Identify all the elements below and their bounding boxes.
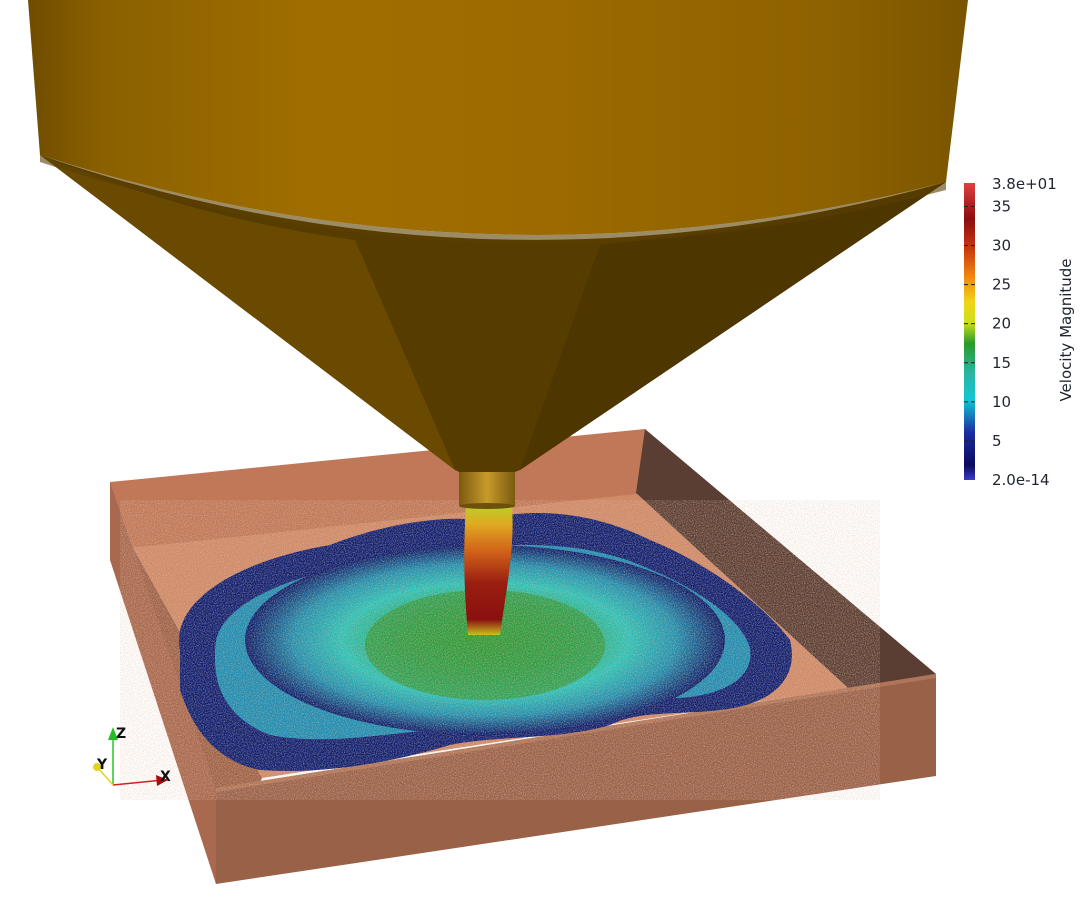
colorbar-tick-label: 25 [992, 276, 1011, 294]
hopper-cone-right-face [520, 182, 946, 470]
hopper [28, 0, 968, 509]
hopper-cone-left-face [40, 155, 455, 470]
colorbar-min-label: 2.0e-14 [992, 471, 1050, 489]
hopper-nozzle-rim [459, 503, 515, 509]
orientation-axes: X Y Z [93, 726, 171, 786]
y-axis-label: Y [96, 757, 108, 773]
colorbar-tick-label: 20 [992, 315, 1011, 333]
y-axis-line [97, 767, 114, 786]
colorbar-tick-label: 15 [992, 354, 1011, 372]
colorbar-title: Velocity Magnitude [1057, 258, 1075, 401]
z-axis-arrow [108, 727, 118, 740]
colorbar-tick-label: 30 [992, 237, 1011, 255]
colorbar-tick-label: 10 [992, 393, 1011, 411]
colorbar-tick-label: 5 [992, 432, 1002, 450]
particle-stream [464, 505, 513, 635]
z-axis-label: Z [116, 726, 126, 742]
colorbar-max-label: 3.8e+01 [992, 175, 1057, 193]
particle-spread [120, 500, 880, 800]
x-axis-label: X [160, 769, 171, 785]
x-axis-line [112, 779, 164, 786]
colorbar-tick-label: 35 [992, 197, 1011, 215]
colorbar: 35 30 25 20 15 10 5 3.8e+01 2.0e-14 Velocity M… [964, 175, 1075, 489]
hopper-cylinder [28, 0, 968, 235]
colorbar-gradient [964, 183, 975, 480]
hopper-nozzle [459, 472, 515, 506]
y-axis-arrow [93, 763, 101, 771]
colorbar-ticks: 35 30 25 20 15 10 5 [964, 197, 1011, 450]
x-axis-arrow [156, 775, 168, 786]
